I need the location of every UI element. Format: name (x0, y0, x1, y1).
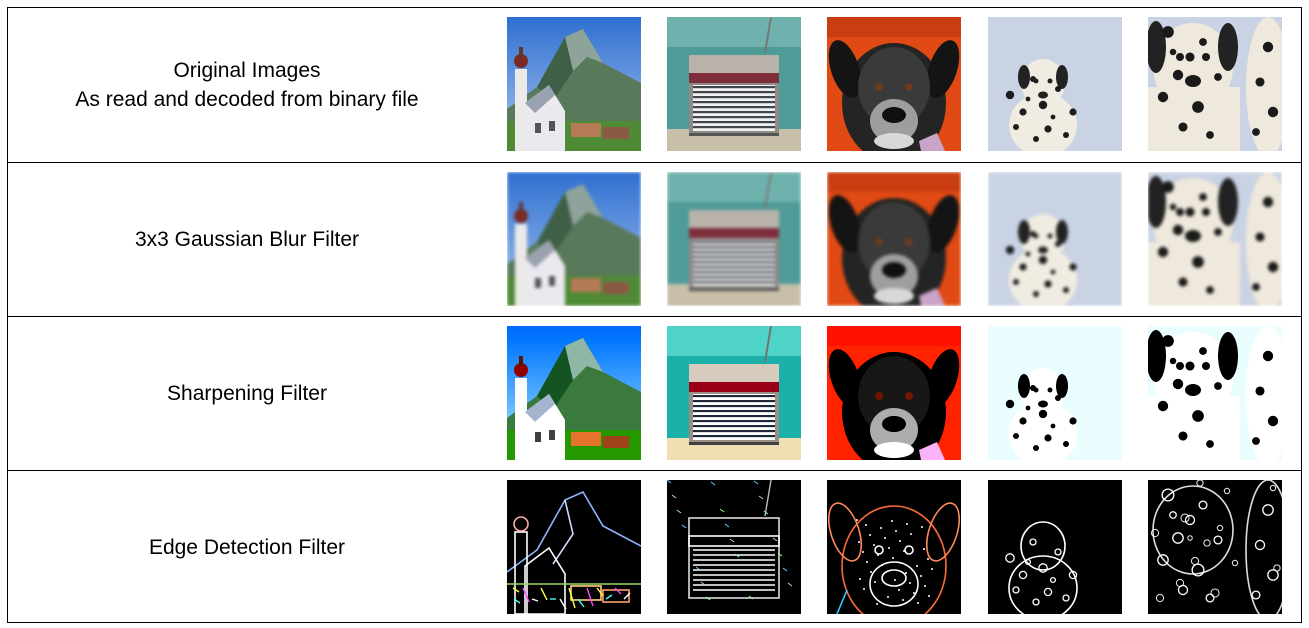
image-church-mountain-original (507, 17, 641, 151)
retro-radio-blur-art (667, 172, 801, 306)
image-retro-radio-blur (667, 172, 801, 306)
filter-comparison-grid: Original Images As read and decoded from… (7, 7, 1302, 623)
row-label-sharpen: Sharpening Filter (167, 382, 327, 405)
row-label-blur: 3x3 Gaussian Blur Filter (134, 228, 360, 251)
image-church-mountain-blur (507, 172, 641, 306)
dalmatian-close-blur-art (1148, 172, 1282, 306)
row-blur: 3x3 Gaussian Blur Filter (8, 162, 1301, 316)
black-dog-blur-art (827, 172, 961, 306)
image-dalmatian-close-sharpen (1148, 326, 1282, 460)
dalmatian-close-sharpen-art (1148, 326, 1282, 460)
retro-radio-sharpen-art (667, 326, 801, 460)
black-dog-sharpen-art (827, 326, 961, 460)
row-edge: Edge Detection Filter (8, 470, 1301, 624)
retro-radio-edge-art (667, 480, 801, 614)
image-church-mountain-sharpen (507, 326, 641, 460)
image-dalmatian-small-blur (988, 172, 1122, 306)
image-retro-radio-sharpen (667, 326, 801, 460)
image-dalmatian-small-edge (988, 480, 1122, 614)
image-dalmatian-close-edge (1148, 480, 1282, 614)
dalmatian-close-original-art (1148, 17, 1282, 151)
image-black-dog-original (827, 17, 961, 151)
dalmatian-small-sharpen-art (988, 326, 1122, 460)
row-label-edge: Edge Detection Filter (148, 536, 346, 559)
image-retro-radio-edge (667, 480, 801, 614)
church-mountain-sharpen-art (507, 326, 641, 460)
retro-radio-original-art (667, 17, 801, 151)
dalmatian-small-original-art (988, 17, 1122, 151)
image-dalmatian-small-original (988, 17, 1122, 151)
dalmatian-small-edge-art (988, 480, 1122, 614)
image-dalmatian-close-original (1148, 17, 1282, 151)
image-black-dog-edge (827, 480, 961, 614)
image-retro-radio-original (667, 17, 801, 151)
image-church-mountain-edge (507, 480, 641, 614)
church-mountain-blur-art (507, 172, 641, 306)
image-dalmatian-close-blur (1148, 172, 1282, 306)
image-dalmatian-small-sharpen (988, 326, 1122, 460)
church-mountain-edge-art (507, 480, 641, 614)
black-dog-edge-art (827, 480, 961, 614)
row-label-original: Original Images As read and decoded from… (75, 59, 419, 111)
row-sharpen: Sharpening Filter (8, 316, 1301, 470)
dalmatian-small-blur-art (988, 172, 1122, 306)
image-black-dog-sharpen (827, 326, 961, 460)
image-black-dog-blur (827, 172, 961, 306)
black-dog-original-art (827, 17, 961, 151)
church-mountain-original-art (507, 17, 641, 151)
row-original: Original Images As read and decoded from… (8, 8, 1301, 162)
dalmatian-close-edge-art (1148, 480, 1282, 614)
